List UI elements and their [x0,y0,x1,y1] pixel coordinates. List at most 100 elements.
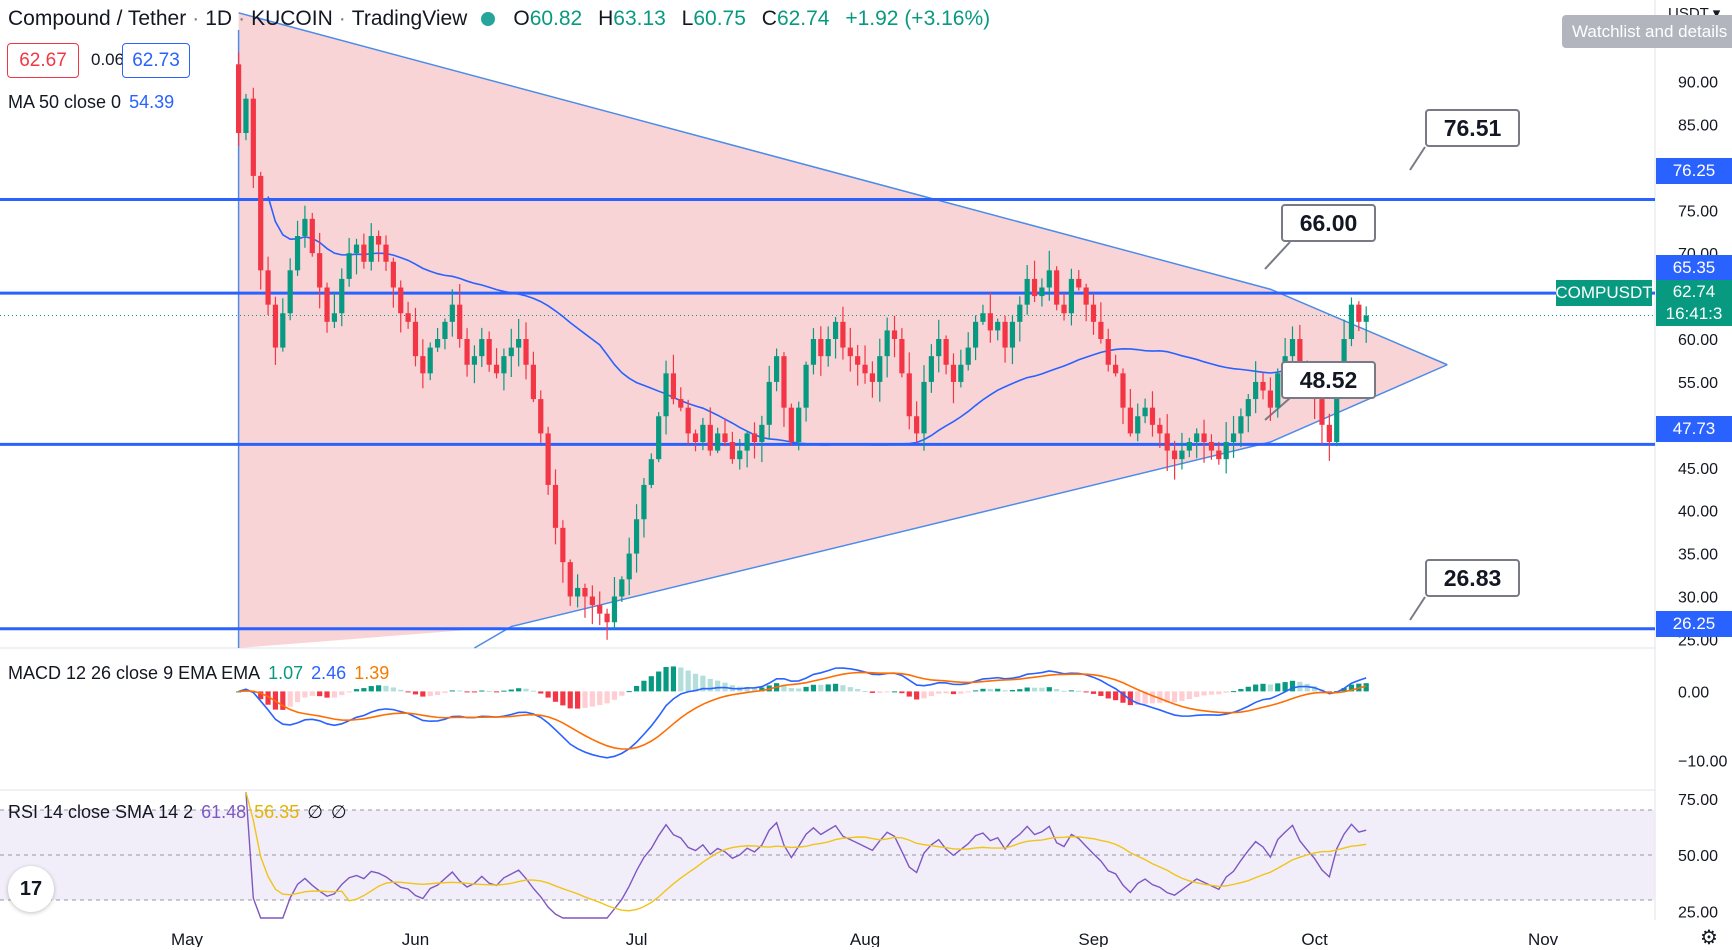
candle-body [869,373,876,382]
ma50-line [267,196,1367,446]
candle-body [1127,407,1133,434]
time-tick-label: Aug [850,930,880,947]
macd-histogram-bar [1253,684,1259,692]
macd-histogram-bar [1039,687,1045,692]
candle-body [258,175,264,271]
macd-legend[interactable]: MACD 12 26 close 9 EMA EMA 1.07 2.46 1.39 [8,663,390,683]
callout-label[interactable]: 66.00 [1281,204,1376,242]
chevron-down-icon: ▾ [1712,5,1721,22]
candle-body [508,347,514,357]
macd-histogram-bar [560,691,566,706]
candle-body [1216,450,1222,460]
candle-body [434,339,441,348]
macd-histogram-bar [1312,686,1318,692]
ohlc-readout: O60.82 H63.13 L60.75 C62.74 +1.92 (+3.16… [513,7,991,30]
macd-histogram-bar [434,691,441,695]
macd-histogram-bar [339,691,345,696]
triangle-lower-line [474,364,1448,649]
macd-histogram-bar [582,691,588,708]
candle-body [1083,287,1089,305]
candle-body [1223,442,1229,460]
symbol-title[interactable]: Compound / Tether [8,7,187,30]
candle-body [1113,364,1119,374]
macd-histogram-bar [427,691,433,697]
macd-histogram-bar [545,691,551,698]
ma-legend[interactable]: MA 50 close 0 54.39 [8,92,175,112]
candle-body [1179,450,1185,460]
macd-histogram-bar [641,680,647,692]
candle-body [759,424,765,442]
macd-histogram-bar [317,691,323,697]
macd-histogram-bar [442,691,448,693]
candle-body [818,339,824,357]
buy-price-button[interactable]: 62.73 [122,43,190,78]
candle-body [405,313,411,322]
candle-body [729,442,735,460]
price-tick-label: 85.00 [1678,117,1718,134]
candle-body [774,356,780,382]
candle-body [855,356,861,365]
macd-histogram-bar [906,691,912,697]
grid [0,0,1656,920]
macd-histogram-bar [832,683,839,692]
macd-histogram-bar [995,688,1001,692]
macd-histogram-bar [619,691,625,696]
macd-histogram-bar [1135,691,1141,706]
candle-body [575,587,581,597]
macd-histogram-bar [1076,690,1082,692]
candle-body [810,339,817,365]
candle-body [847,347,853,357]
macd-histogram-bar [1002,690,1008,692]
candle-body [899,339,905,374]
candle-body [243,98,249,133]
macd-histogram-bar [1267,684,1273,692]
settings-gear-icon[interactable]: ⚙ [1700,927,1718,949]
candle-body [1238,416,1244,434]
macd-histogram-bar [936,691,942,694]
candle-body [641,484,647,520]
macd-histogram-bar [847,687,853,692]
callout-label[interactable]: 76.51 [1425,109,1520,147]
sell-price-button[interactable]: 62.67 [7,43,79,78]
macd-histogram-bar [869,691,876,693]
candle-body [324,287,330,322]
macd-histogram-bar [1260,683,1266,692]
candle-body [1054,270,1060,305]
candle-body [560,527,566,563]
candle-body [1105,339,1111,365]
candle-body [1201,433,1207,442]
macd-histogram-bar [899,691,905,694]
candle-body [943,339,949,365]
level-tag: 47.73 [1656,416,1732,442]
candle-body [936,339,942,357]
time-tick-label: Oct [1301,930,1328,947]
candle-body [457,304,463,339]
macd-histogram-bar [361,688,367,692]
callout-label[interactable]: 48.52 [1281,361,1376,399]
rsi-legend[interactable]: RSI 14 close SMA 14 2 61.48 56.35 ∅ ∅ [8,802,347,822]
macd-histogram-bar [663,667,669,692]
candle-body [353,244,360,254]
rsi-pane: 75.00 50.00 25.00 [0,792,1718,921]
macd-histogram-bar [751,687,758,692]
watchlist-button[interactable]: Watchlist and details [1562,15,1732,48]
candle-body [692,433,699,442]
macd-histogram-bar [928,691,934,697]
candle-body [1090,304,1097,322]
candle-body [1208,442,1215,451]
interval-label[interactable]: 1D [205,7,233,30]
candle-body [1017,304,1023,322]
macd-histogram-bar [715,680,721,692]
candle-body [1157,424,1163,434]
macd-histogram-bar [818,684,824,692]
last-price-tag: 62.74 16:41:3 [1656,280,1732,326]
candle-body [1046,270,1052,288]
macd-histogram-bar [1282,682,1288,692]
macd-histogram-bar [943,691,949,694]
candle-body [1149,407,1156,425]
callout-label[interactable]: 26.83 [1425,559,1520,597]
macd-histogram-bar [457,690,463,692]
candle-body [493,364,500,374]
macd-histogram-bar [1054,688,1060,692]
